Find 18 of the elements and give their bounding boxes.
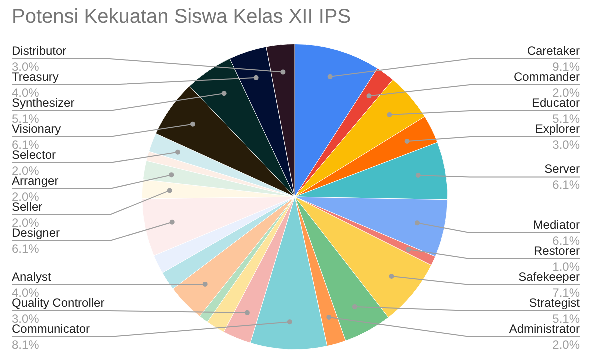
slice-label: Distributor xyxy=(12,44,67,58)
slice-label: Mediator xyxy=(533,218,580,232)
slice-label: Caretaker xyxy=(527,44,580,58)
slice-label: Seller xyxy=(12,200,43,214)
slice-label: Strategist xyxy=(529,296,581,310)
slice-label: Server xyxy=(544,162,580,176)
slice-label: Designer xyxy=(12,226,60,240)
slice-label: Synthesizer xyxy=(12,96,75,110)
chart-title: Potensi Kekuatan Siswa Kelas XII IPS xyxy=(12,6,352,29)
data-label: 6.1% xyxy=(12,242,40,256)
slice-label: Visionary xyxy=(12,122,62,136)
slice-label: Selector xyxy=(12,148,56,162)
slice-label: Quality Controller xyxy=(12,296,105,310)
data-label: 6.1% xyxy=(552,178,580,192)
data-label: 3.0% xyxy=(552,138,580,152)
slice-label: Analyst xyxy=(12,270,52,284)
data-label: 8.1% xyxy=(12,338,40,352)
data-label: 2.0% xyxy=(552,338,580,352)
